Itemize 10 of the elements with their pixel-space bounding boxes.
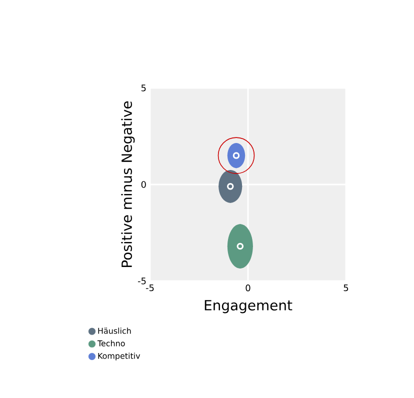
y-tick-label: 0 (141, 181, 146, 188)
point (236, 242, 244, 250)
x-tick-label: -5 (146, 284, 154, 292)
y-tick-label: 5 (141, 84, 146, 92)
x-tick-label: 0 (246, 284, 250, 292)
y-axis-title: Positive minus Negative (121, 101, 135, 267)
y-tick-label: -5 (138, 278, 146, 284)
x-tick-label: 5 (344, 284, 348, 292)
point (218, 170, 242, 203)
x-axis-title: Engagement (204, 300, 292, 314)
